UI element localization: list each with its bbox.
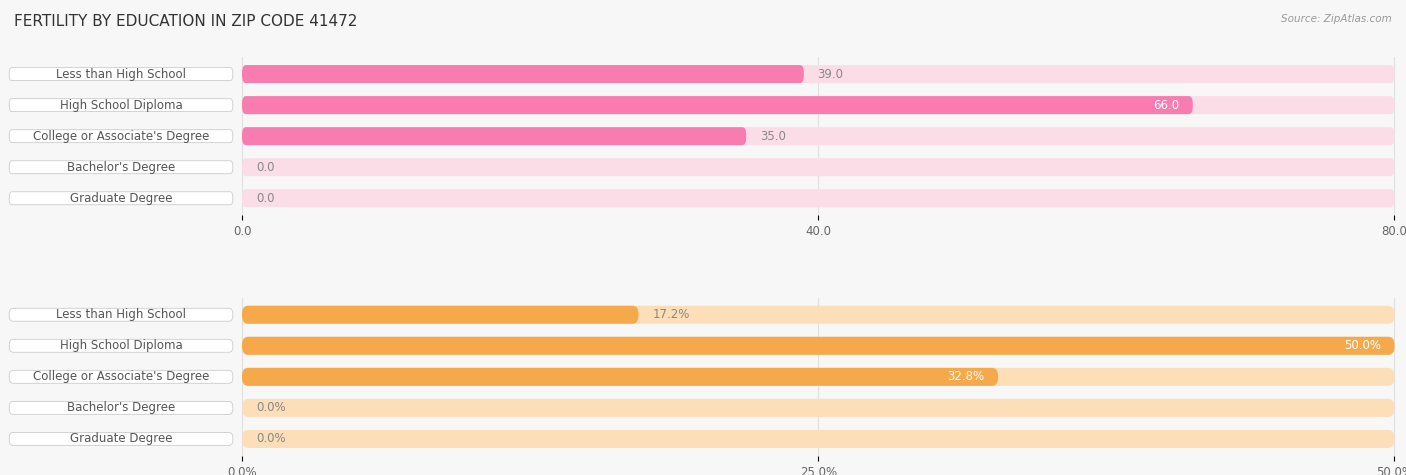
FancyBboxPatch shape — [242, 127, 1395, 145]
Text: 0.0%: 0.0% — [256, 432, 285, 446]
FancyBboxPatch shape — [10, 99, 233, 112]
Text: 0.0: 0.0 — [256, 192, 274, 205]
FancyBboxPatch shape — [242, 306, 1395, 324]
FancyBboxPatch shape — [10, 130, 233, 142]
Text: 32.8%: 32.8% — [948, 370, 984, 383]
Text: Less than High School: Less than High School — [56, 308, 186, 321]
FancyBboxPatch shape — [242, 158, 1395, 176]
FancyBboxPatch shape — [242, 368, 1395, 386]
Text: 39.0: 39.0 — [818, 67, 844, 81]
FancyBboxPatch shape — [242, 96, 1395, 114]
FancyBboxPatch shape — [10, 339, 233, 352]
FancyBboxPatch shape — [242, 96, 1192, 114]
Text: Bachelor's Degree: Bachelor's Degree — [67, 161, 176, 174]
FancyBboxPatch shape — [242, 306, 638, 324]
FancyBboxPatch shape — [242, 65, 1395, 83]
FancyBboxPatch shape — [242, 127, 747, 145]
Text: Bachelor's Degree: Bachelor's Degree — [67, 401, 176, 414]
Text: 66.0: 66.0 — [1153, 99, 1180, 112]
Text: Graduate Degree: Graduate Degree — [70, 192, 173, 205]
FancyBboxPatch shape — [10, 192, 233, 205]
Text: College or Associate's Degree: College or Associate's Degree — [32, 130, 209, 142]
FancyBboxPatch shape — [10, 370, 233, 383]
Text: 50.0%: 50.0% — [1344, 339, 1381, 352]
FancyBboxPatch shape — [10, 432, 233, 446]
Text: Less than High School: Less than High School — [56, 67, 186, 81]
FancyBboxPatch shape — [10, 401, 233, 414]
Text: 0.0: 0.0 — [256, 161, 274, 174]
FancyBboxPatch shape — [242, 189, 1395, 207]
FancyBboxPatch shape — [242, 430, 1395, 448]
FancyBboxPatch shape — [242, 337, 1395, 355]
Text: 35.0: 35.0 — [761, 130, 786, 142]
FancyBboxPatch shape — [10, 67, 233, 81]
FancyBboxPatch shape — [10, 308, 233, 321]
Text: Graduate Degree: Graduate Degree — [70, 432, 173, 446]
Text: 0.0%: 0.0% — [256, 401, 285, 414]
Text: High School Diploma: High School Diploma — [59, 339, 183, 352]
Text: High School Diploma: High School Diploma — [59, 99, 183, 112]
Text: FERTILITY BY EDUCATION IN ZIP CODE 41472: FERTILITY BY EDUCATION IN ZIP CODE 41472 — [14, 14, 357, 29]
Text: Source: ZipAtlas.com: Source: ZipAtlas.com — [1281, 14, 1392, 24]
Text: 17.2%: 17.2% — [652, 308, 690, 321]
FancyBboxPatch shape — [10, 161, 233, 174]
FancyBboxPatch shape — [242, 65, 804, 83]
FancyBboxPatch shape — [242, 399, 1395, 417]
FancyBboxPatch shape — [242, 337, 1395, 355]
Text: College or Associate's Degree: College or Associate's Degree — [32, 370, 209, 383]
FancyBboxPatch shape — [242, 368, 998, 386]
